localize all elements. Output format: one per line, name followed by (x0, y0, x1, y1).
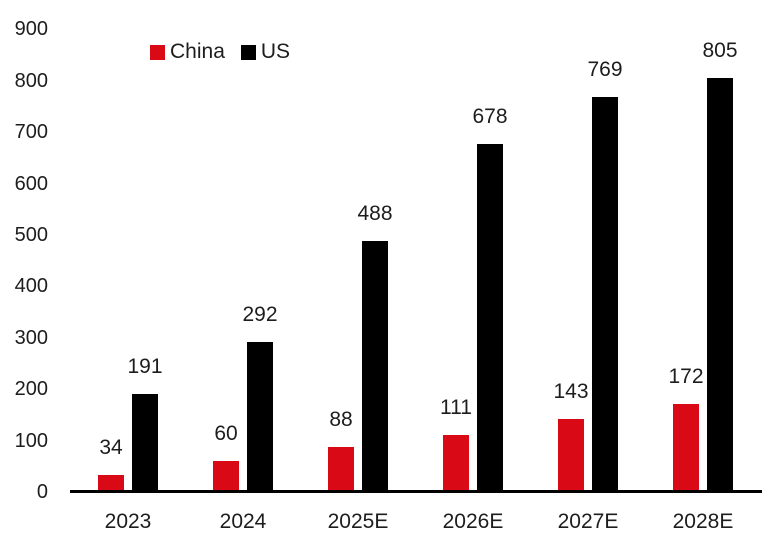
y-axis-tick-label-700: 700 (14, 121, 48, 144)
x-axis-line (70, 490, 762, 493)
value-label-china-2023: 34 (99, 436, 123, 459)
bar-us-2023 (132, 394, 158, 492)
bar-us-2027e (592, 97, 618, 492)
value-label-china-2027e: 143 (553, 380, 589, 403)
value-label-us-2028e: 805 (702, 39, 738, 62)
bar-china-2023 (98, 475, 124, 492)
y-axis-tick-label-100: 100 (14, 429, 48, 452)
bar-us-2024 (247, 342, 273, 492)
value-label-china-2028e: 172 (668, 365, 704, 388)
legend: China US (150, 41, 290, 63)
value-label-us-2026e: 678 (472, 105, 508, 128)
x-axis-label-2028e: 2028E (672, 510, 734, 533)
bar-china-2024 (213, 461, 239, 492)
x-axis-label-2024: 2024 (219, 510, 267, 533)
value-label-us-2023: 191 (127, 355, 163, 378)
x-axis-label-2023: 2023 (104, 510, 152, 533)
bar-china-2027e (558, 419, 584, 492)
y-axis-tick-label-600: 600 (14, 172, 48, 195)
legend-label-china: China (170, 40, 225, 63)
y-axis-tick-label-500: 500 (14, 224, 48, 247)
bar-china-2025e (328, 447, 354, 492)
x-axis-label-2025e: 2025E (327, 510, 389, 533)
y-axis-tick-label-400: 400 (14, 275, 48, 298)
x-axis-label-2026e: 2026E (442, 510, 504, 533)
y-axis-tick-label-200: 200 (14, 378, 48, 401)
x-axis-label-2027e: 2027E (557, 510, 619, 533)
y-axis-tick-label-300: 300 (14, 326, 48, 349)
y-axis-tick-label-0: 0 (36, 481, 48, 503)
legend-swatch-china (150, 44, 165, 60)
value-label-china-2026e: 111 (440, 396, 472, 419)
legend-swatch-us (240, 44, 256, 60)
value-label-china-2024: 60 (214, 422, 238, 445)
value-label-us-2024: 292 (242, 303, 278, 326)
value-label-us-2025e: 488 (357, 202, 393, 225)
y-axis-tick-label-900: 900 (14, 18, 48, 41)
value-label-china-2025e: 88 (329, 408, 353, 431)
bar-us-2026e (477, 144, 503, 492)
bar-china-2028e (673, 404, 699, 492)
y-axis-tick-label-800: 800 (14, 69, 48, 92)
bar-us-2025e (362, 241, 388, 492)
bar-china-2026e (443, 435, 469, 492)
bar-us-2028e (707, 78, 733, 492)
value-label-us-2027e: 769 (587, 58, 623, 81)
legend-label-us: US (260, 40, 291, 63)
